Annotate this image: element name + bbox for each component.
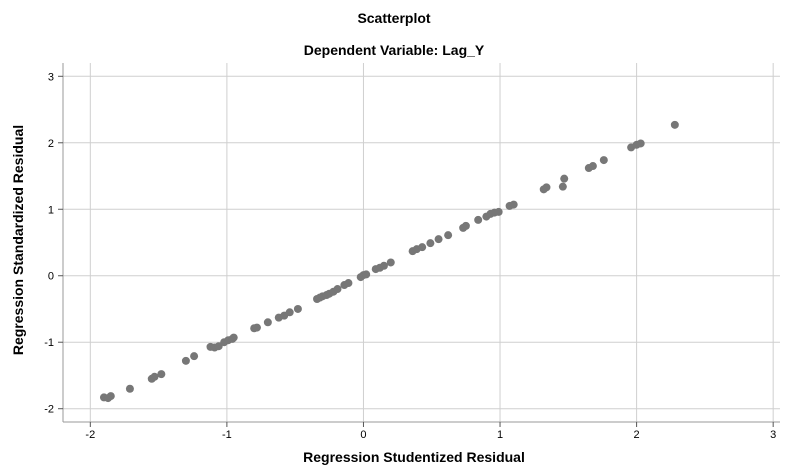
data-point [670, 120, 679, 129]
x-tick-label: 2 [634, 429, 640, 441]
data-point [560, 174, 569, 183]
data-point [434, 235, 443, 244]
data-point [106, 392, 115, 401]
y-tick-label: -2 [44, 404, 54, 416]
data-point [588, 162, 597, 171]
data-point [509, 200, 518, 209]
data-points [99, 120, 679, 403]
chart-title: Scatterplot [357, 10, 430, 26]
x-tick-label: 0 [360, 429, 366, 441]
y-tick-label: 3 [48, 71, 54, 83]
grid-lines [63, 63, 780, 422]
data-point [333, 285, 342, 294]
x-tick-label: 3 [770, 429, 776, 441]
data-point [181, 356, 190, 365]
chart-subtitle: Dependent Variable: Lag_Y [304, 42, 485, 58]
data-point [494, 207, 503, 216]
data-point [252, 323, 261, 332]
x-tick-label: 1 [497, 429, 503, 441]
x-tick-label: -2 [85, 429, 95, 441]
y-tick-label: 2 [48, 138, 54, 150]
data-point [263, 318, 272, 327]
data-point [157, 370, 166, 379]
data-point [474, 215, 483, 224]
data-point [344, 279, 353, 288]
data-point [461, 221, 470, 230]
data-point [444, 231, 453, 240]
axis-ticks: -2 -1 0 1 2 3 -2 -1 0 1 2 3 [44, 71, 776, 441]
data-point [229, 333, 238, 342]
plot-frame [62, 63, 780, 423]
data-point [636, 139, 645, 148]
data-point [150, 372, 159, 381]
y-tick-label: 1 [48, 204, 54, 216]
y-tick-label: 0 [48, 271, 54, 283]
y-tick-label: -1 [44, 337, 54, 349]
data-point [542, 183, 551, 192]
data-point [125, 384, 134, 393]
data-point [418, 243, 427, 252]
data-point [293, 304, 302, 313]
data-point [426, 239, 435, 248]
x-axis-label: Regression Studentized Residual [303, 449, 525, 465]
x-tick-label: -1 [222, 429, 232, 441]
y-axis-label: Regression Standardized Residual [10, 125, 26, 355]
data-point [386, 258, 395, 267]
data-point [558, 182, 567, 191]
data-point [190, 352, 199, 361]
data-point [599, 156, 608, 165]
data-point [379, 261, 388, 270]
data-point [362, 270, 371, 279]
data-point [285, 308, 294, 317]
